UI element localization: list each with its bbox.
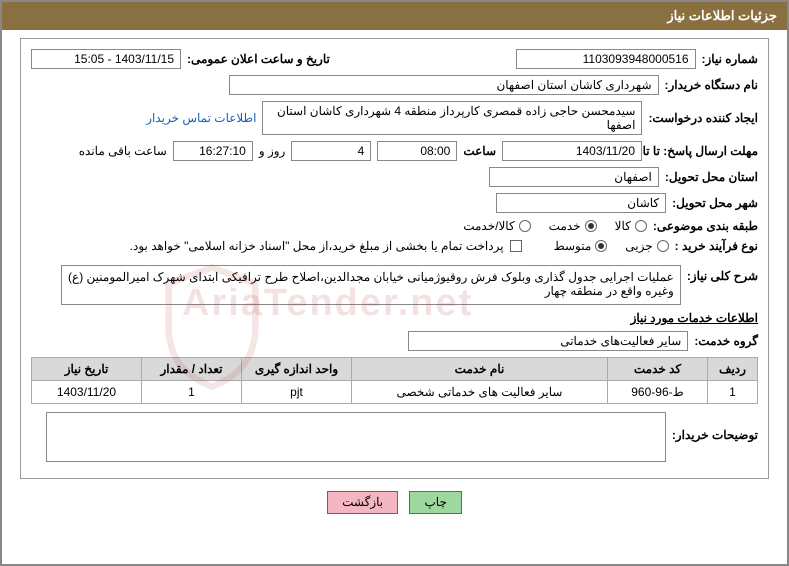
payment-note: پرداخت تمام یا بخشی از مبلغ خرید،از محل …: [130, 239, 504, 253]
buyer-org-label: نام دستگاه خریدار:: [665, 78, 759, 92]
group-value: سایر فعالیت‌های خدماتی: [408, 331, 688, 351]
services-section-title: اطلاعات خدمات مورد نیاز: [31, 311, 758, 325]
remaining-label: ساعت باقی مانده: [79, 144, 167, 158]
th-unit: واحد اندازه گیری: [242, 358, 352, 381]
process-label: نوع فرآیند خرید :: [675, 239, 758, 253]
td-qty: 1: [142, 381, 242, 404]
notes-label: توضیحات خریدار:: [672, 412, 758, 442]
need-number-label: شماره نیاز:: [702, 52, 758, 66]
td-unit: pjt: [242, 381, 352, 404]
announce-date-label: تاریخ و ساعت اعلان عمومی:: [187, 52, 330, 66]
city-label: شهر محل تحویل:: [672, 196, 758, 210]
services-table: ردیف کد خدمت نام خدمت واحد اندازه گیری ت…: [31, 357, 758, 404]
days-and-label: روز و: [259, 144, 286, 158]
print-button[interactable]: چاپ: [409, 491, 461, 514]
deadline-label: مهلت ارسال پاسخ: تا تاریخ:: [648, 144, 758, 158]
process-radio-group: جزیی متوسط: [554, 239, 669, 253]
days-count-value: 4: [291, 141, 371, 161]
cat-service-radio[interactable]: خدمت: [549, 219, 597, 233]
countdown-value: 16:27:10: [173, 141, 253, 161]
contact-link[interactable]: اطلاعات تماس خریدار: [146, 111, 256, 125]
th-row: ردیف: [708, 358, 758, 381]
th-code: کد خدمت: [608, 358, 708, 381]
province-label: استان محل تحویل:: [665, 170, 758, 184]
panel-header: جزئیات اطلاعات نیاز: [2, 2, 787, 30]
desc-text: عملیات اجرایی جدول گذاری وبلوک فرش روقیو…: [61, 265, 681, 305]
need-number-value: 1103093948000516: [516, 49, 696, 69]
cat-both-radio[interactable]: کالا/خدمت: [463, 219, 530, 233]
group-label: گروه خدمت:: [694, 334, 758, 348]
payment-checkbox[interactable]: [510, 240, 522, 252]
requester-value: سیدمحسن حاجی زاده قمصری کارپرداز منطقه 4…: [262, 101, 642, 135]
td-name: سایر فعالیت های خدماتی شخصی: [352, 381, 608, 404]
time-label: ساعت: [463, 144, 496, 158]
category-label: طبقه بندی موضوعی:: [653, 219, 758, 233]
announce-date-value: 1403/11/15 - 15:05: [31, 49, 181, 69]
td-date: 1403/11/20: [32, 381, 142, 404]
city-value: کاشان: [496, 193, 666, 213]
td-row: 1: [708, 381, 758, 404]
th-qty: تعداد / مقدار: [142, 358, 242, 381]
back-button[interactable]: بازگشت: [327, 491, 398, 514]
deadline-time-value: 08:00: [377, 141, 457, 161]
button-bar: چاپ بازگشت: [20, 491, 769, 514]
main-fieldset: شماره نیاز: 1103093948000516 تاریخ و ساع…: [20, 38, 769, 479]
cat-goods-radio[interactable]: کالا: [615, 219, 647, 233]
desc-label: شرح کلی نیاز:: [687, 265, 758, 283]
proc-partial-radio[interactable]: جزیی: [625, 239, 668, 253]
requester-label: ایجاد کننده درخواست:: [648, 111, 758, 125]
th-name: نام خدمت: [352, 358, 608, 381]
td-code: ط-96-960: [608, 381, 708, 404]
proc-medium-radio[interactable]: متوسط: [554, 239, 608, 253]
deadline-date-value: 1403/11/20: [502, 141, 642, 161]
table-header-row: ردیف کد خدمت نام خدمت واحد اندازه گیری ت…: [32, 358, 758, 381]
th-date: تاریخ نیاز: [32, 358, 142, 381]
category-radio-group: کالا خدمت کالا/خدمت: [463, 219, 647, 233]
notes-textarea[interactable]: [46, 412, 666, 462]
buyer-org-value: شهرداری کاشان استان اصفهان: [229, 75, 659, 95]
province-value: اصفهان: [489, 167, 659, 187]
table-row: 1 ط-96-960 سایر فعالیت های خدماتی شخصی p…: [32, 381, 758, 404]
